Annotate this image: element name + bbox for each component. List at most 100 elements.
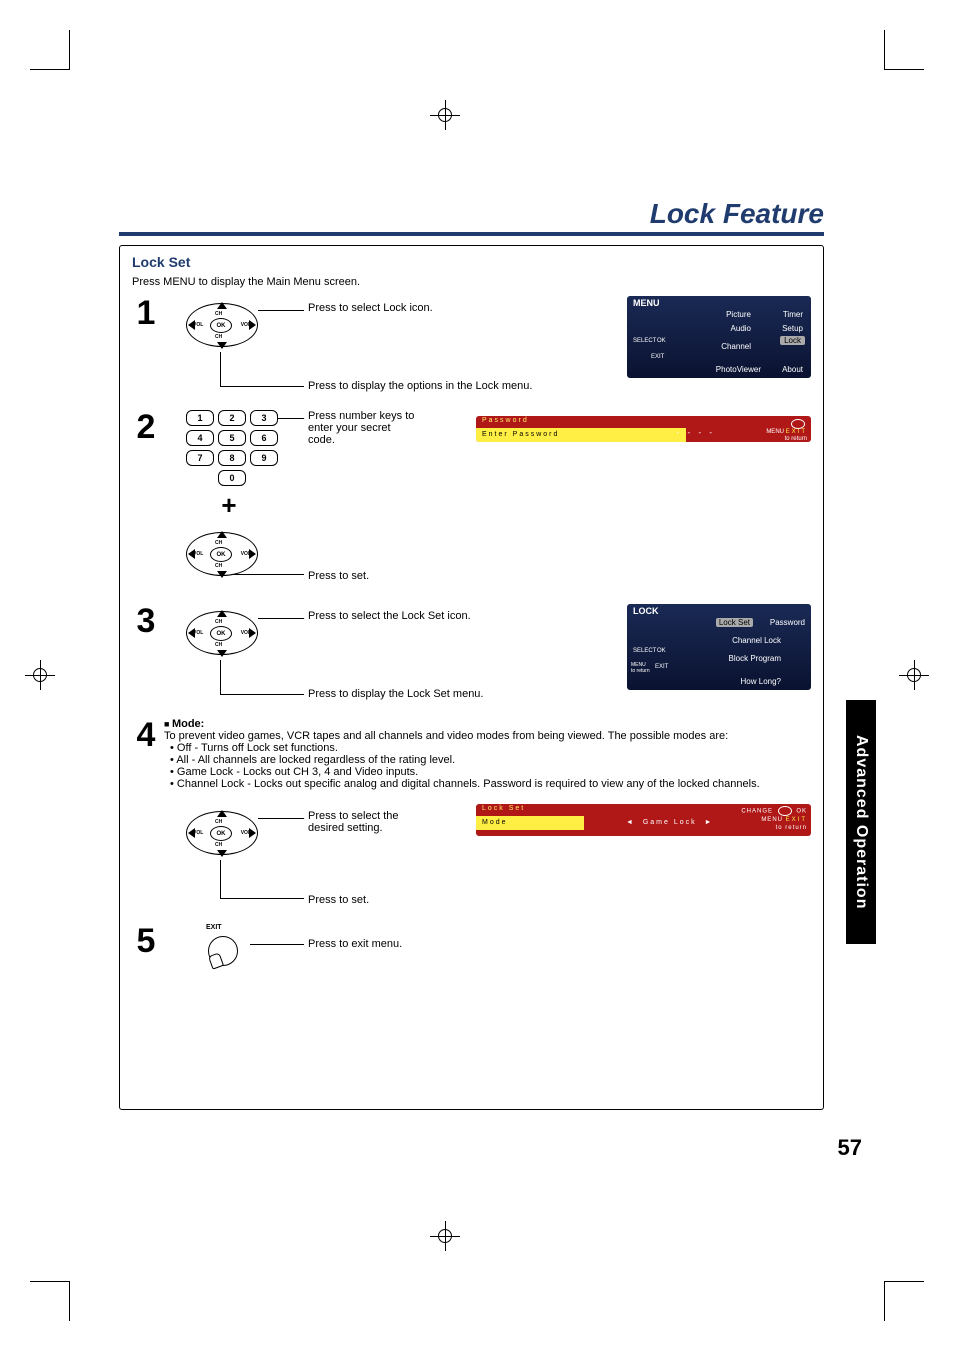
osd-hint: to return: [631, 668, 650, 674]
osd-hint-text: EXIT: [786, 817, 807, 823]
step-text: Press to display the options in the Lock…: [308, 380, 532, 392]
osd-hint-text: MENU: [761, 817, 783, 823]
step-text: Press to display the Lock Set menu.: [308, 688, 483, 700]
osd-hint: CHANGE OK MENU EXIT to return: [727, 806, 807, 832]
osd-value-text: Game Lock: [643, 819, 697, 826]
osd-hint: EXIT: [651, 354, 664, 360]
step-number: 3: [132, 604, 160, 638]
key: 4: [186, 430, 214, 446]
registration-mark: [430, 100, 460, 130]
osd-hint: SELECT: [633, 648, 656, 654]
crop-mark: [884, 30, 924, 70]
osd-item: Timer: [783, 310, 803, 319]
ok-label: OK: [210, 626, 232, 641]
step-number: 5: [132, 924, 160, 958]
osd-item: Setup: [782, 324, 803, 333]
vol-label: VOL: [193, 630, 203, 636]
osd-field-value: ◄ Game Lock ►: [626, 816, 713, 830]
key: 2: [218, 410, 246, 426]
mode-list: Off - Turns off Lock set functions. All …: [170, 742, 760, 790]
ch-label: CH: [215, 311, 222, 317]
osd-lockset: Lock Set Mode ◄ Game Lock ► CHANGE OK ME…: [476, 804, 811, 836]
key: 3: [250, 410, 278, 426]
mode-item: Off - Turns off Lock set functions.: [170, 742, 760, 754]
nav-pad-icon: OK CH CH VOL VOL: [186, 296, 258, 354]
section-tab: Advanced Operation: [846, 700, 876, 944]
mode-item: Channel Lock - Locks out specific analog…: [170, 778, 760, 790]
step-text: Press to exit menu.: [308, 938, 402, 950]
osd-title: MENU: [627, 296, 811, 308]
plus-icon: +: [186, 490, 272, 521]
osd-title: Lock Set: [482, 805, 525, 812]
osd-password: Password Enter Password - - - - MENU EXI…: [476, 416, 811, 442]
osd-item: PhotoViewer: [716, 365, 761, 374]
osd-lock-menu: LOCK Lock Set Password Channel Lock Bloc…: [627, 604, 811, 690]
registration-mark: [25, 660, 55, 690]
osd-item: Audio: [731, 324, 751, 333]
osd-hint: MENU EXIT to return: [735, 419, 807, 442]
crop-mark: [30, 1281, 70, 1321]
ch-label: CH: [215, 819, 222, 825]
registration-mark: [899, 660, 929, 690]
mode-desc: To prevent video games, VCR tapes and al…: [164, 730, 760, 742]
vol-label: VOL: [193, 551, 203, 557]
page-number: 57: [838, 1135, 862, 1161]
key: 5: [218, 430, 246, 446]
osd-hint: OK: [657, 648, 666, 654]
vol-label: VOL: [241, 551, 251, 557]
registration-mark: [430, 1221, 460, 1251]
osd-item: How Long?: [741, 677, 781, 686]
osd-hint: OK: [657, 338, 666, 344]
mode-item: Game Lock - Locks out CH 3, 4 and Video …: [170, 766, 760, 778]
vol-label: VOL: [241, 322, 251, 328]
osd-item: Channel: [721, 342, 751, 351]
crop-mark: [884, 1281, 924, 1321]
title-rule: [119, 232, 824, 236]
step-text: Press to select the desired setting.: [308, 810, 418, 834]
nav-pad-icon: OK CH CH VOL VOL: [186, 604, 258, 662]
ch-label: CH: [215, 842, 222, 848]
osd-hint-text: to return: [785, 436, 807, 442]
osd-main-menu: MENU Picture Timer Audio Setup Channel L…: [627, 296, 811, 378]
osd-item: Picture: [726, 310, 751, 319]
osd-hint: SELECT: [633, 338, 656, 344]
section-title: Lock Set: [132, 254, 811, 270]
osd-title: LOCK: [627, 604, 811, 616]
ch-label: CH: [215, 540, 222, 546]
osd-prompt: Enter Password: [476, 428, 686, 442]
intro-text: Press MENU to display the Main Menu scre…: [132, 276, 811, 288]
step-text: Press to select Lock icon.: [308, 302, 433, 314]
vol-label: VOL: [193, 830, 203, 836]
ok-label: OK: [210, 318, 232, 333]
ch-label: CH: [215, 334, 222, 340]
osd-title: Password: [482, 417, 529, 424]
exit-button-icon: EXIT: [206, 924, 246, 972]
osd-item-selected: Lock Set: [716, 618, 753, 627]
osd-hint-text: to return: [776, 825, 807, 831]
exit-label: EXIT: [206, 924, 222, 931]
vol-label: VOL: [193, 322, 203, 328]
content-box: Lock Set Press MENU to display the Main …: [119, 245, 824, 1110]
step-number: 4: [132, 718, 160, 752]
mode-item: All - All channels are locked regardless…: [170, 754, 760, 766]
navpad-icon: [791, 419, 805, 429]
step-text: Press number keys to enter your secret c…: [308, 410, 418, 446]
osd-field-label: Mode: [476, 816, 584, 830]
ok-label: OK: [210, 547, 232, 562]
step-number: 2: [132, 410, 160, 444]
osd-hint-text: CHANGE: [741, 809, 773, 815]
key: 9: [250, 450, 278, 466]
osd-item: Block Program: [729, 654, 781, 663]
osd-item: Password: [770, 618, 805, 627]
key: 0: [218, 470, 246, 486]
osd-hint-text: OK: [796, 809, 807, 815]
step-number: 1: [132, 296, 160, 330]
step-text: Press to select the Lock Set icon.: [308, 610, 471, 622]
vol-label: VOL: [241, 630, 251, 636]
mode-heading: Mode:: [164, 718, 760, 730]
step-text: Press to set.: [308, 894, 369, 906]
osd-hint-text: EXIT: [786, 429, 807, 435]
osd-dashes: - - - -: [677, 428, 715, 437]
key: 8: [218, 450, 246, 466]
osd-hint: EXIT: [655, 664, 668, 670]
